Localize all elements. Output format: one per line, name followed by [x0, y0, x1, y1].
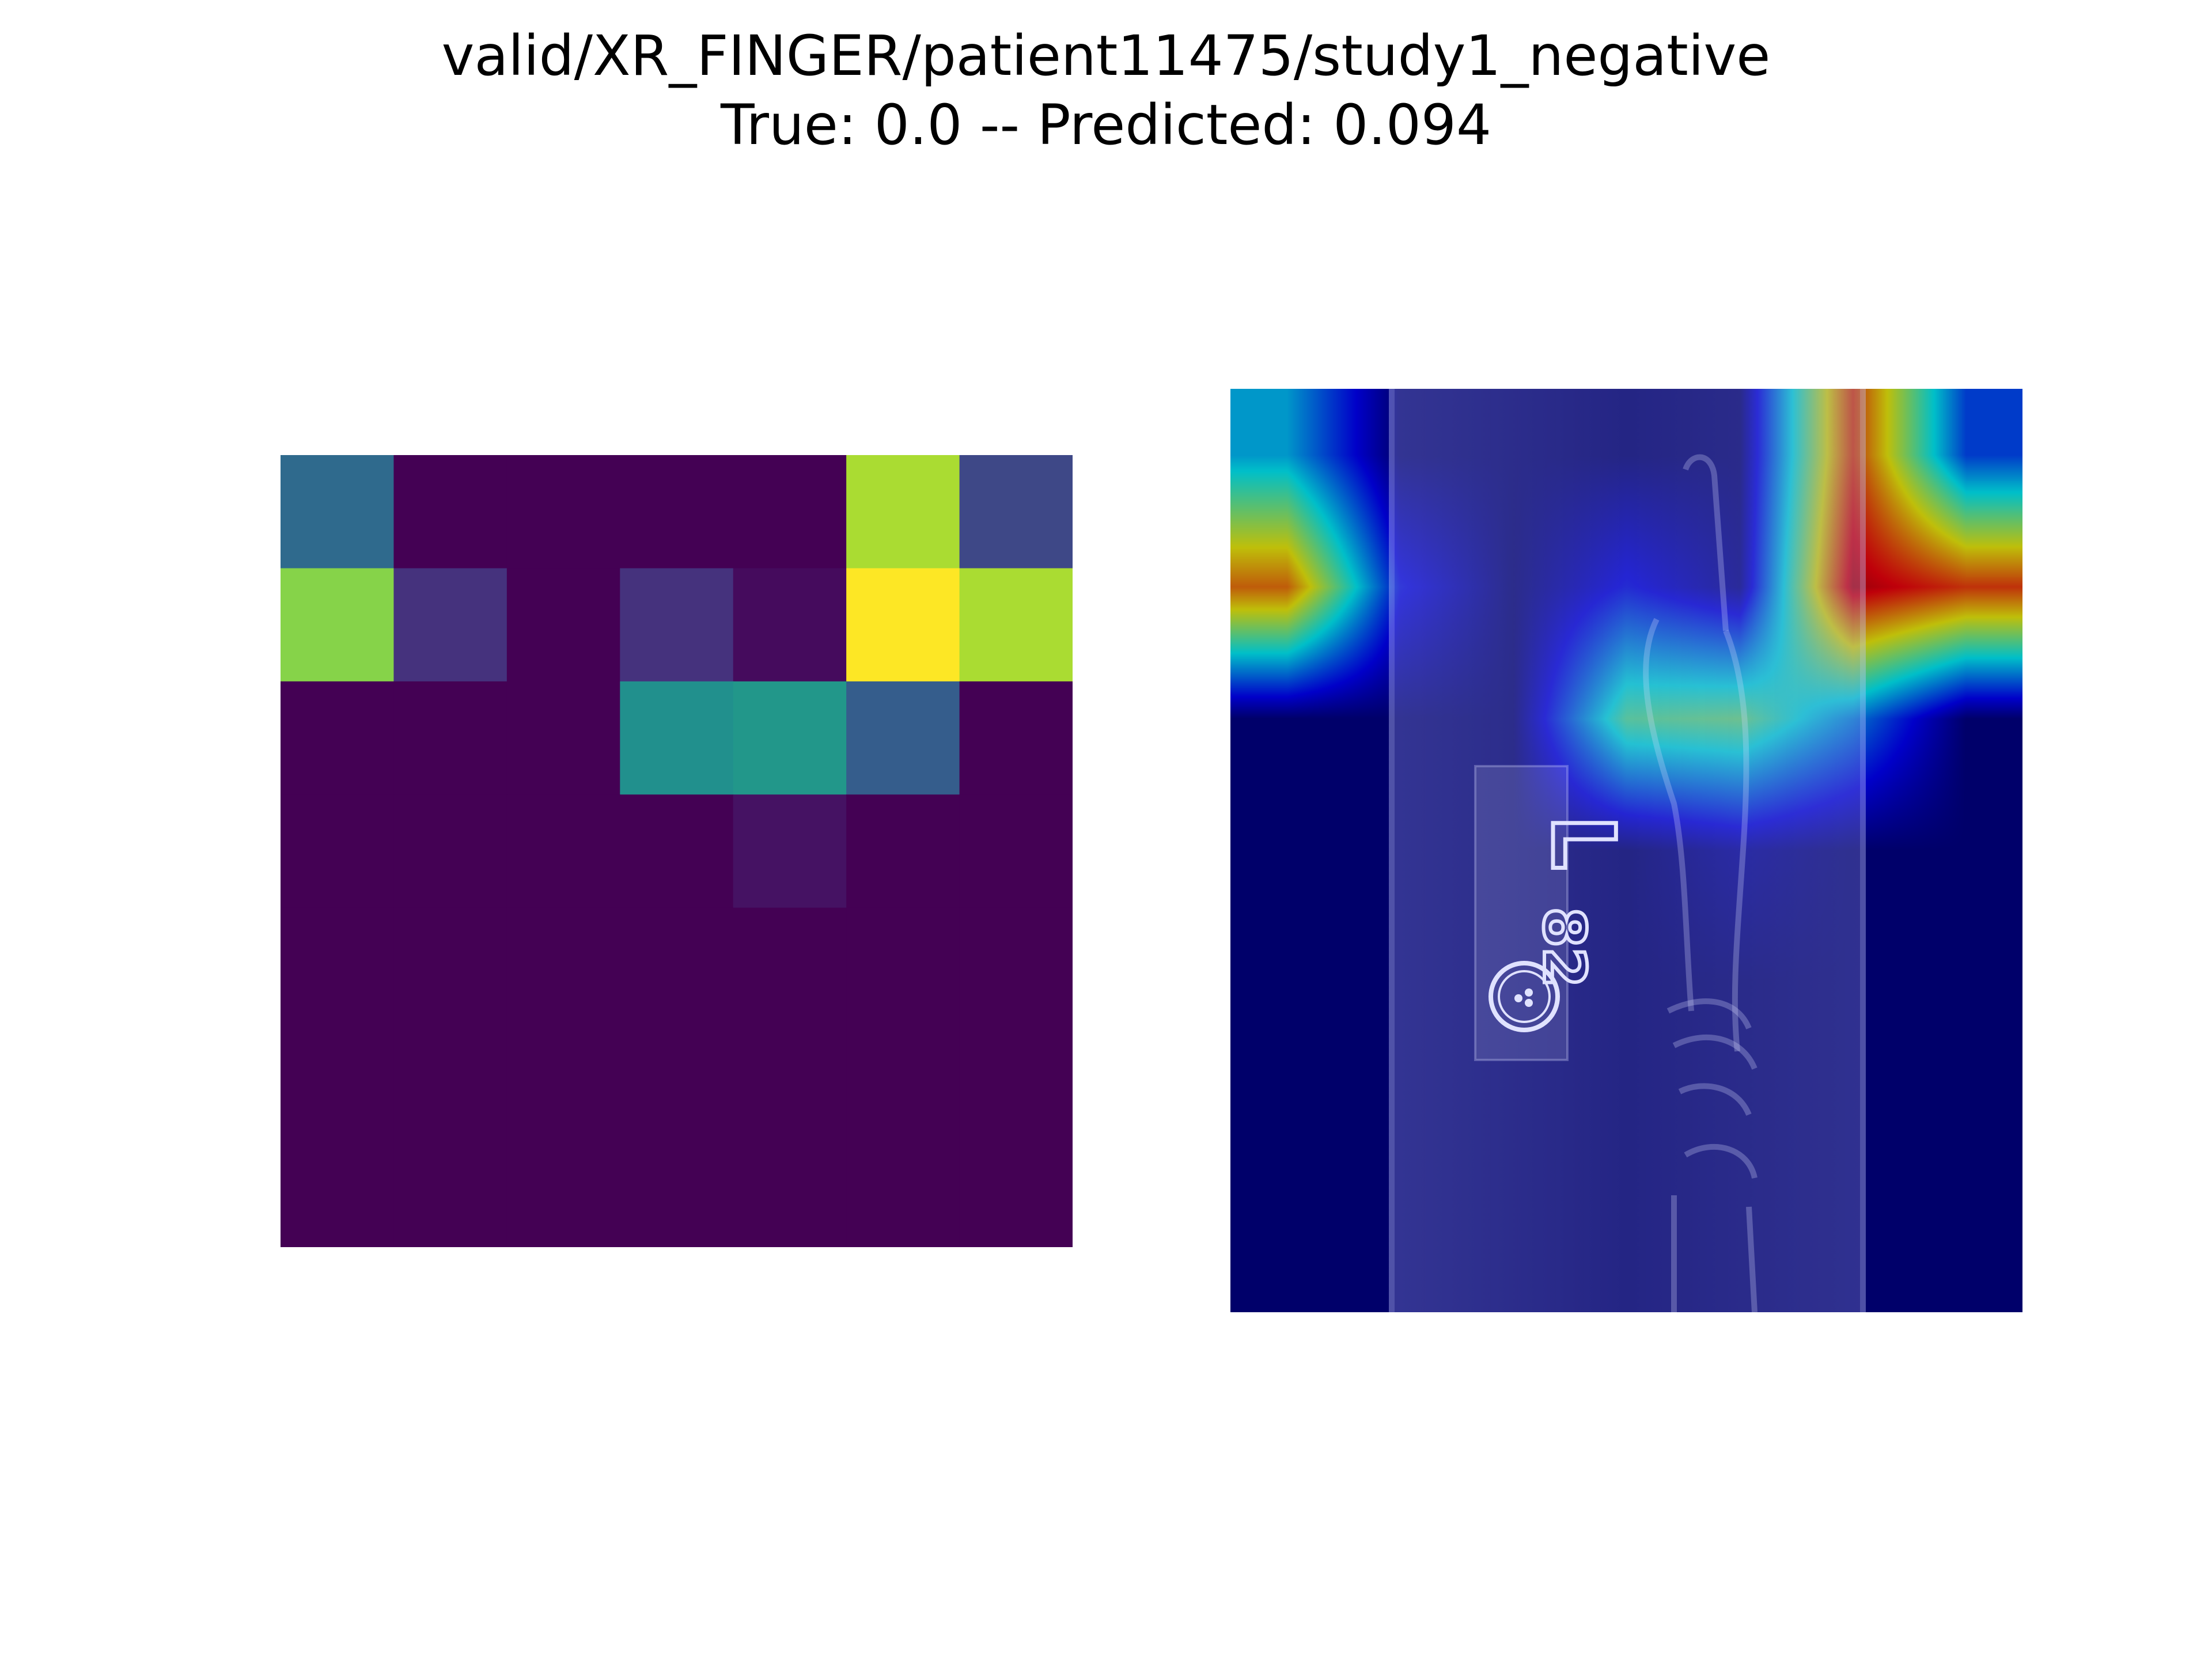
heatmap-cell: [281, 568, 395, 682]
heatmap-cell: [506, 907, 620, 1021]
heatmap-cell: [393, 794, 507, 908]
heatmap-cell: [733, 455, 847, 569]
heatmap-cell: [506, 568, 620, 682]
heatmap-cell: [281, 794, 395, 908]
heatmap-cell: [506, 455, 620, 569]
heatmap-cell: [959, 568, 1073, 682]
heatmap-cell: [620, 681, 734, 795]
heatmap-cell: [846, 681, 960, 795]
heatmap-cell: [281, 681, 395, 795]
heatmap-cell: [959, 681, 1073, 795]
finger-bones: [1643, 454, 1758, 1312]
activation-heatmap: [281, 455, 1073, 1247]
heatmap-cell: [959, 1021, 1073, 1135]
xray-strip: [1389, 389, 1866, 1312]
xray-image: L 82: [1389, 389, 1866, 1312]
heatmap-cell: [846, 568, 960, 682]
heatmap-cell: [393, 681, 507, 795]
side-marker: L 82: [1474, 765, 1635, 1061]
heatmap-cell: [620, 455, 734, 569]
heatmap-cell: [733, 681, 847, 795]
heatmap-cell: [620, 568, 734, 682]
heatmap-cell: [959, 1134, 1073, 1247]
marker-letter: L: [1532, 815, 1633, 870]
marker-number: 82: [1531, 907, 1598, 987]
heatmap-cell: [281, 907, 395, 1021]
heatmap-cell: [620, 1021, 734, 1135]
heatmap-cell: [733, 568, 847, 682]
figure-subtitle: True: 0.0 -- Predicted: 0.094: [720, 93, 1492, 157]
heatmap-cell: [393, 568, 507, 682]
heatmap-cell: [393, 907, 507, 1021]
heatmap-cell: [846, 455, 960, 569]
heatmap-cell: [281, 1134, 395, 1247]
heatmap-cell: [846, 794, 960, 908]
figure-title: valid/XR_FINGER/patient11475/study1_nega…: [441, 24, 1771, 88]
heatmap-cell: [846, 1134, 960, 1247]
heatmap-cell: [733, 794, 847, 908]
heatmap-cell: [846, 907, 960, 1021]
heatmap-cell: [393, 1021, 507, 1135]
heatmap-cell: [620, 1134, 734, 1247]
cam-overlay-panel: L 82: [1230, 389, 2022, 1312]
heatmap-cell: [733, 1021, 847, 1135]
heatmap-cell: [959, 455, 1073, 569]
heatmap-cell: [620, 794, 734, 908]
heatmap-cell: [506, 1134, 620, 1247]
xray-strip-edge-right: [1860, 389, 1866, 1312]
heatmap-cell: [506, 1021, 620, 1135]
heatmap-cell: [393, 1134, 507, 1247]
xray-strip-edge-left: [1389, 389, 1395, 1312]
heatmap-cell: [959, 907, 1073, 1021]
heatmap-cell: [506, 794, 620, 908]
heatmap-cell: [281, 455, 395, 569]
heatmap-cell: [733, 907, 847, 1021]
heatmap-cell: [281, 1021, 395, 1135]
heatmap-cell: [506, 681, 620, 795]
heatmap-cell: [959, 794, 1073, 908]
heatmap-cell: [393, 455, 507, 569]
heatmap-cell: [733, 1134, 847, 1247]
heatmap-cell: [846, 1021, 960, 1135]
heatmap-cell: [620, 907, 734, 1021]
marker-ring: [1488, 961, 1560, 1032]
